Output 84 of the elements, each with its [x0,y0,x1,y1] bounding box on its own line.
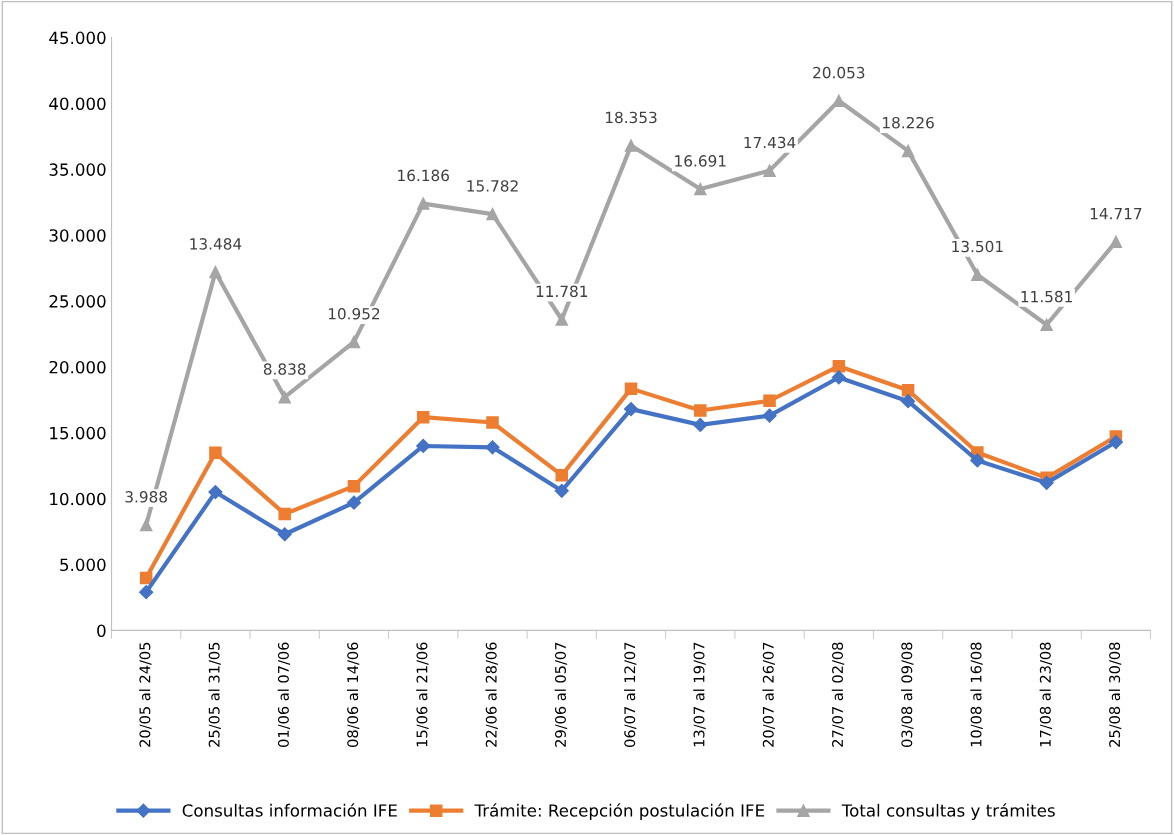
point [832,94,846,108]
point [139,571,153,585]
point [901,394,916,409]
y-tick-label: 10.000 [50,492,106,506]
point [624,139,638,152]
point [555,468,569,482]
x-tick-label: 10/08 al 16/08 [970,642,983,747]
point [554,483,569,498]
point [693,417,708,432]
point [832,359,846,373]
point [901,384,915,397]
point [278,507,291,521]
x-tick-label: 06/07 al 12/07 [623,642,637,747]
x-tick-label: 13/07 al 19/07 [693,642,706,747]
point [763,164,776,177]
x-tick-label: 25/08 al 30/08 [1108,642,1122,747]
y-tick-label: 45.000 [49,31,106,45]
annotation: 14.717 [1090,208,1142,220]
y-tick-label: 30.000 [49,229,106,242]
x-tick-label: 20/05 al 24/05 [139,642,152,747]
point [624,382,638,395]
x-tick-label: 22/06 al 28/06 [485,642,498,747]
x-tick-label: 15/06 al 21/06 [416,642,429,747]
annotation: 13.484 [190,238,242,250]
point [486,207,499,221]
point [486,416,499,429]
point [831,370,846,385]
point [209,446,222,460]
point [278,390,291,404]
annotation: 15.782 [467,180,518,192]
point [416,410,430,424]
point [694,182,707,196]
legend-label: Total consultas y trámites [841,803,1055,820]
point [139,518,153,532]
point [416,197,430,210]
x-tick-label: 27/07 al 02/08 [831,642,845,747]
point [346,495,362,510]
point [1108,434,1123,450]
legend-label: Consultas información IFE [182,803,397,817]
annotation: 11.781 [536,285,588,298]
y-tick-label: 35.000 [49,163,106,176]
x-tick-label: 01/06 al 07/06 [277,642,291,747]
annotation: 17.434 [744,136,796,149]
point [277,527,292,542]
point [485,440,500,455]
annotation: 16.691 [675,155,726,167]
x-tick-label: 20/07 al 26/07 [762,642,775,747]
point [555,313,569,326]
annotation: 10.952 [328,307,380,320]
annotation: 8.838 [263,363,306,375]
point [347,335,361,349]
annotation: 13.501 [952,240,1003,253]
legend-label: Trámite: Recepción postulación IFE [474,803,765,820]
annotation: 11.581 [1021,290,1072,303]
point [416,438,431,454]
x-tick-label: 03/08 al 09/08 [901,642,914,747]
x-tick-label: 08/06 al 14/06 [346,642,360,747]
point [970,453,985,468]
y-tick-label: 20.000 [49,360,106,374]
point [694,404,707,417]
point [623,402,639,417]
x-tick-label: 29/06 al 05/07 [554,642,568,747]
point [1109,235,1123,249]
y-tick-label: 0 [97,624,106,637]
point [1039,475,1054,490]
annotation: 18.226 [883,116,934,129]
point [762,408,777,423]
point [139,585,154,600]
annotation: 20.053 [813,66,865,79]
point [763,394,776,407]
point [209,265,222,279]
y-tick-label: 5.000 [60,558,106,572]
point [1040,318,1053,332]
point [347,479,361,493]
point [901,144,915,158]
point [208,485,223,500]
annotation: 3.988 [125,491,167,503]
x-tick-label: 17/08 al 23/08 [1039,642,1052,747]
y-tick-label: 15.000 [50,426,106,440]
annotation: 16.186 [398,169,449,182]
annotation: 18.353 [605,111,657,124]
y-tick-label: 40.000 [49,97,106,111]
y-tick-label: 25.000 [49,295,106,308]
x-tick-label: 25/05 al 31/05 [208,642,221,747]
